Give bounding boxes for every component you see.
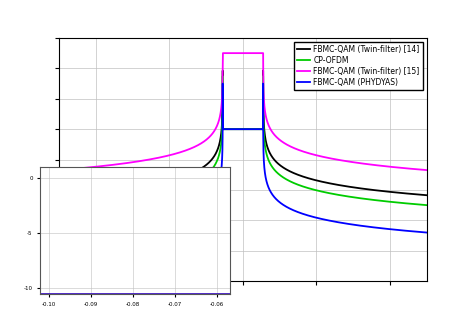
FBMC-QAM (Twin-filter) [15] xyxy=(101,164,107,168)
FBMC-QAM (Twin-filter) [15] xyxy=(65,167,71,171)
FBMC-QAM (Twin-filter) [14] xyxy=(65,193,71,197)
FBMC-QAM (PHYDYAS) xyxy=(406,229,411,233)
FBMC-QAM (Twin-filter) [15] xyxy=(389,165,395,169)
FBMC-QAM (Twin-filter) [15] xyxy=(250,51,255,55)
CP-OFDM xyxy=(220,74,226,78)
FBMC-QAM (PHYDYAS) xyxy=(101,226,107,230)
CP-OFDM xyxy=(101,199,107,203)
FBMC-QAM (Twin-filter) [15] xyxy=(406,167,411,170)
CP-OFDM xyxy=(389,200,395,204)
Legend: FBMC-QAM (Twin-filter) [14], CP-OFDM, FBMC-QAM (Twin-filter) [15], FBMC-QAM (PHY: FBMC-QAM (Twin-filter) [14], CP-OFDM, FB… xyxy=(293,42,423,89)
FBMC-QAM (Twin-filter) [15] xyxy=(220,51,226,55)
FBMC-QAM (Twin-filter) [14] xyxy=(250,127,255,131)
CP-OFDM xyxy=(291,181,296,185)
FBMC-QAM (PHYDYAS) xyxy=(291,208,296,212)
FBMC-QAM (Twin-filter) [14] xyxy=(56,193,62,197)
FBMC-QAM (PHYDYAS) xyxy=(424,231,429,234)
FBMC-QAM (Twin-filter) [14] xyxy=(389,190,395,194)
FBMC-QAM (Twin-filter) [15] xyxy=(56,168,62,172)
CP-OFDM xyxy=(250,127,255,131)
FBMC-QAM (Twin-filter) [14] xyxy=(101,189,107,193)
Line: FBMC-QAM (Twin-filter) [14]: FBMC-QAM (Twin-filter) [14] xyxy=(59,70,427,195)
CP-OFDM xyxy=(406,202,411,205)
FBMC-QAM (PHYDYAS) xyxy=(250,127,255,131)
Line: CP-OFDM: CP-OFDM xyxy=(59,76,427,205)
FBMC-QAM (Twin-filter) [14] xyxy=(424,193,429,197)
FBMC-QAM (Twin-filter) [15] xyxy=(291,146,296,150)
FBMC-QAM (Twin-filter) [14] xyxy=(291,171,296,175)
FBMC-QAM (Twin-filter) [14] xyxy=(220,69,226,72)
FBMC-QAM (PHYDYAS) xyxy=(56,231,62,234)
FBMC-QAM (PHYDYAS) xyxy=(220,82,226,86)
Line: FBMC-QAM (Twin-filter) [15]: FBMC-QAM (Twin-filter) [15] xyxy=(59,53,427,170)
FBMC-QAM (PHYDYAS) xyxy=(65,230,71,234)
FBMC-QAM (Twin-filter) [14] xyxy=(406,192,411,196)
CP-OFDM xyxy=(65,203,71,206)
CP-OFDM xyxy=(424,203,429,207)
FBMC-QAM (PHYDYAS) xyxy=(389,228,395,231)
CP-OFDM xyxy=(56,203,62,207)
Line: FBMC-QAM (PHYDYAS): FBMC-QAM (PHYDYAS) xyxy=(59,84,427,233)
FBMC-QAM (Twin-filter) [15] xyxy=(424,168,429,172)
